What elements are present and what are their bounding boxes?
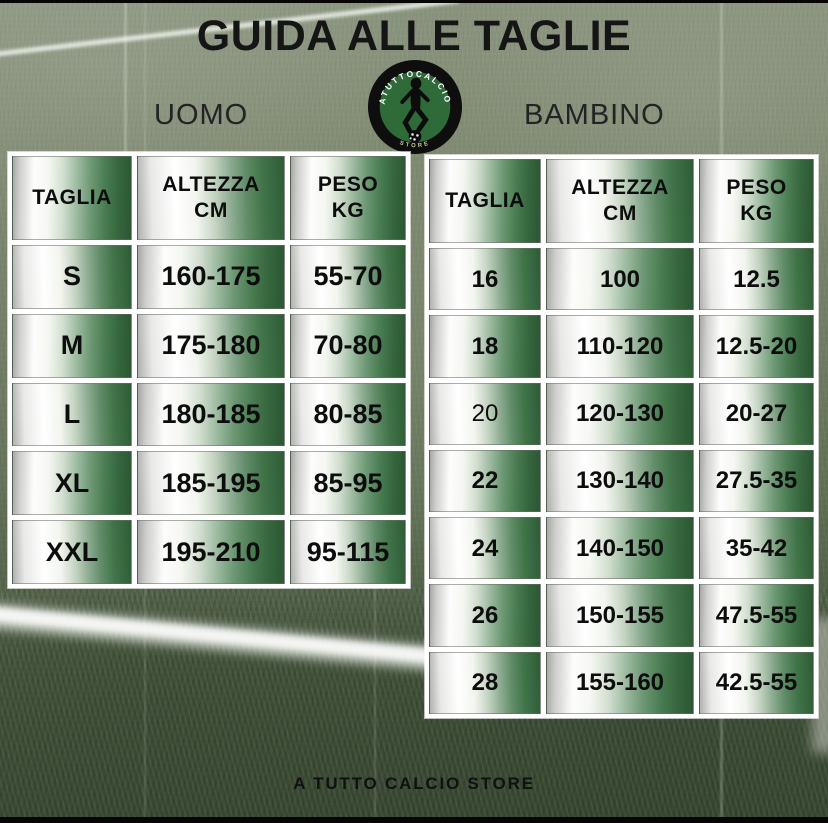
uomo-cell-altezza: 160-175 bbox=[137, 245, 285, 309]
bambino-cell-altezza: 110-120 bbox=[546, 315, 694, 378]
bambino-cell-taglia: 16 bbox=[429, 248, 541, 311]
bambino-cell-altezza: 100 bbox=[546, 248, 694, 311]
bambino-cell-peso: 20-27 bbox=[699, 382, 814, 445]
top-black-bar bbox=[0, 0, 828, 3]
uomo-cell-peso: 95-115 bbox=[290, 520, 406, 584]
bambino-cell-peso: 27.5-35 bbox=[699, 449, 814, 513]
pitch-vertical-line bbox=[374, 555, 376, 823]
uomo-cell-altezza: 180-185 bbox=[137, 382, 285, 447]
bambino-cell-taglia: 20 bbox=[429, 382, 541, 445]
uomo-cell-peso: 80-85 bbox=[290, 382, 406, 447]
uomo-cell-taglia: XL bbox=[12, 451, 132, 516]
uomo-header-peso: PESO KG bbox=[290, 156, 406, 240]
bambino-cell-peso: 12.5 bbox=[699, 248, 814, 311]
pitch-vertical-line bbox=[124, 0, 127, 165]
store-name-footer: A TUTTO CALCIO STORE bbox=[293, 774, 535, 793]
header-text: ALTEZZA bbox=[162, 173, 260, 197]
bambino-cell-altezza: 130-140 bbox=[546, 449, 694, 513]
uomo-cell-taglia: S bbox=[12, 245, 132, 309]
header-text: CM bbox=[603, 202, 637, 225]
logo-store-text: STORE bbox=[399, 140, 431, 149]
bambino-cell-taglia: 18 bbox=[429, 315, 541, 378]
page-title: GUIDA ALLE TAGLIE bbox=[196, 12, 632, 60]
bambino-header-taglia: TAGLIA bbox=[429, 159, 541, 243]
uomo-cell-peso: 85-95 bbox=[290, 451, 406, 516]
bambino-cell-taglia: 28 bbox=[429, 651, 541, 714]
bambino-size-table: TAGLIA ALTEZZA CM PESO KG 16 100 12.5 18 1… bbox=[425, 155, 818, 718]
uomo-cell-taglia: M bbox=[12, 313, 132, 378]
bambino-cell-peso: 12.5-20 bbox=[699, 315, 814, 378]
header-text: KG bbox=[331, 199, 365, 222]
uomo-cell-altezza: 195-210 bbox=[137, 520, 285, 584]
header-text: PESO bbox=[317, 173, 379, 197]
section-label-uomo: UOMO bbox=[154, 99, 249, 131]
bambino-header-altezza: ALTEZZA CM bbox=[546, 159, 694, 243]
uomo-cell-peso: 70-80 bbox=[290, 313, 406, 378]
header-text: CM bbox=[194, 199, 228, 222]
bambino-header-peso: PESO KG bbox=[699, 159, 814, 243]
bambino-cell-altezza: 150-155 bbox=[546, 584, 694, 647]
bambino-cell-peso: 35-42 bbox=[699, 517, 814, 580]
header-text: ALTEZZA bbox=[571, 176, 669, 200]
bambino-cell-peso: 47.5-55 bbox=[699, 584, 814, 647]
bambino-cell-peso: 42.5-55 bbox=[699, 651, 814, 714]
bambino-cell-altezza: 155-160 bbox=[546, 651, 694, 714]
soccer-player-icon bbox=[400, 77, 430, 143]
uomo-cell-altezza: 175-180 bbox=[137, 313, 285, 378]
uomo-cell-peso: 55-70 bbox=[290, 245, 406, 309]
header-text: TAGLIA bbox=[32, 186, 112, 210]
bambino-cell-altezza: 140-150 bbox=[546, 517, 694, 580]
section-label-bambino: BAMBINO bbox=[524, 99, 665, 131]
uomo-cell-taglia: XXL bbox=[12, 520, 132, 584]
uomo-size-table: TAGLIA ALTEZZA CM PESO KG S 160-175 55-70 … bbox=[8, 152, 410, 588]
bambino-cell-taglia: 22 bbox=[429, 449, 541, 513]
header-text: PESO bbox=[726, 176, 787, 200]
bambino-cell-taglia: 26 bbox=[429, 584, 541, 647]
store-logo: ATUTTOCALCIO STORE bbox=[366, 58, 464, 156]
bambino-cell-altezza: 120-130 bbox=[546, 382, 694, 445]
header-text: TAGLIA bbox=[445, 189, 525, 213]
uomo-header-taglia: TAGLIA bbox=[12, 156, 132, 240]
bottom-black-bar bbox=[0, 817, 828, 823]
uomo-header-altezza: ALTEZZA CM bbox=[137, 156, 285, 240]
store-logo-badge: ATUTTOCALCIO STORE bbox=[367, 59, 463, 155]
header-text: KG bbox=[740, 202, 773, 225]
uomo-cell-altezza: 185-195 bbox=[137, 451, 285, 516]
bambino-cell-taglia: 24 bbox=[429, 517, 541, 580]
uomo-cell-taglia: L bbox=[12, 382, 132, 447]
